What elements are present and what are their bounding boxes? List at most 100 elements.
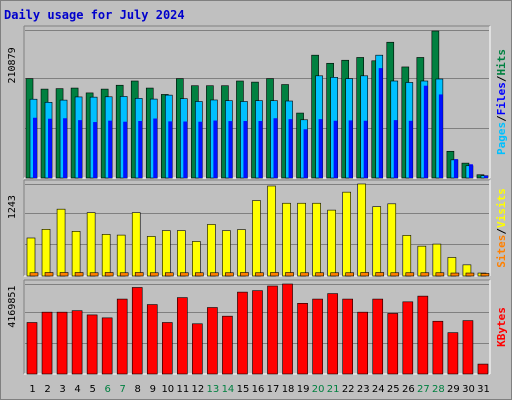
day-label-26: 26	[402, 384, 415, 395]
bar-files-day-19	[303, 129, 308, 178]
panel-1-max-label: 210879	[7, 47, 18, 83]
day-label-25: 25	[387, 384, 400, 395]
bar-kbytes-day-16	[252, 290, 263, 375]
bar-files-day-5	[93, 122, 98, 178]
bar-visits-day-27	[417, 245, 427, 277]
bar-sites-day-19	[300, 272, 309, 277]
bar-files-day-12	[198, 121, 203, 178]
bar-sites-day-11	[180, 272, 189, 277]
bar-sites-day-4	[74, 272, 84, 277]
bar-visits-day-23	[357, 183, 367, 277]
day-label-18: 18	[282, 384, 295, 395]
bar-sites-day-23	[360, 272, 370, 277]
bar-files-day-9	[153, 118, 158, 178]
bar-files-day-28	[438, 94, 443, 178]
panel-3-max-label: 4169851	[7, 286, 18, 328]
legend-hits: Hits	[495, 49, 508, 76]
bar-visits-day-28	[432, 243, 442, 277]
bar-kbytes-day-13	[207, 307, 218, 375]
day-label-29: 29	[447, 384, 460, 395]
bar-visits-day-16	[252, 200, 261, 277]
bar-sites-day-8	[134, 272, 144, 277]
bar-sites-day-31	[480, 273, 490, 277]
bar-visits-day-13	[207, 224, 216, 277]
bar-files-day-16	[258, 121, 263, 178]
bar-kbytes-day-22	[342, 298, 353, 375]
bar-sites-day-22	[345, 272, 354, 277]
bar-visits-day-17	[267, 185, 276, 277]
bar-visits-day-24	[372, 206, 382, 277]
day-label-20: 20	[312, 384, 325, 395]
bar-kbytes-day-30	[462, 320, 474, 375]
bar-files-day-20	[318, 119, 323, 178]
day-label-12: 12	[192, 384, 205, 395]
bar-kbytes-day-15	[237, 291, 248, 375]
bar-sites-day-30	[465, 272, 475, 277]
bar-kbytes-day-25	[387, 313, 399, 375]
legend-separator: /	[495, 115, 508, 122]
bar-kbytes-day-29	[447, 332, 459, 375]
day-label-17: 17	[267, 384, 280, 395]
bar-kbytes-day-26	[402, 301, 414, 375]
day-label-15: 15	[237, 384, 250, 395]
bar-sites-day-13	[210, 272, 219, 277]
bar-files-day-10	[168, 121, 173, 178]
bar-kbytes-day-18	[282, 283, 293, 375]
bar-visits-day-11	[177, 230, 186, 277]
day-label-2: 2	[44, 384, 50, 395]
bar-kbytes-day-21	[327, 293, 338, 375]
bar-kbytes-day-31	[477, 363, 489, 375]
bar-files-day-31	[483, 175, 488, 178]
bar-sites-day-25	[390, 272, 400, 277]
bar-files-day-2	[48, 118, 53, 178]
bar-files-day-17	[273, 118, 278, 178]
bar-sites-day-14	[225, 272, 234, 277]
bar-kbytes-day-11	[177, 297, 188, 375]
bar-sites-day-17	[270, 272, 279, 277]
bar-kbytes-day-2	[41, 311, 53, 375]
day-label-1: 1	[29, 384, 35, 395]
bar-visits-day-14	[222, 230, 231, 277]
bar-files-day-26	[408, 120, 413, 178]
day-label-11: 11	[176, 384, 189, 395]
bar-visits-day-2	[41, 228, 51, 277]
bar-sites-day-28	[435, 272, 445, 277]
bar-files-day-11	[183, 121, 188, 178]
day-label-13: 13	[207, 384, 220, 395]
bar-visits-day-7	[116, 234, 126, 277]
bar-files-day-14	[228, 121, 233, 178]
bar-files-day-27	[423, 85, 428, 178]
legend-separator: /	[495, 228, 508, 235]
day-label-6: 6	[104, 384, 110, 395]
day-label-9: 9	[150, 384, 156, 395]
bar-sites-day-5	[89, 272, 99, 277]
day-label-8: 8	[135, 384, 141, 395]
bar-kbytes-day-19	[297, 303, 308, 375]
bar-kbytes-day-9	[146, 304, 158, 375]
bar-visits-day-6	[101, 234, 111, 277]
bar-kbytes-day-7	[116, 298, 128, 375]
bar-visits-day-3	[56, 208, 66, 277]
bar-sites-day-10	[164, 272, 174, 277]
bar-sites-day-24	[375, 272, 385, 277]
chart-title: Daily usage for July 2024	[4, 8, 185, 22]
bar-files-day-13	[213, 120, 218, 178]
bar-visits-day-25	[387, 203, 397, 277]
bar-kbytes-day-24	[372, 298, 384, 375]
bar-files-day-15	[243, 121, 248, 178]
bar-files-day-24	[378, 68, 383, 178]
bar-files-day-4	[78, 120, 83, 178]
bar-sites-day-2	[44, 272, 54, 277]
bar-files-day-25	[393, 120, 398, 178]
bar-files-day-22	[348, 120, 353, 178]
bar-sites-day-12	[195, 272, 204, 277]
day-label-22: 22	[342, 384, 355, 395]
bar-kbytes-day-14	[222, 315, 233, 375]
bar-visits-day-19	[297, 202, 306, 277]
day-label-31: 31	[477, 384, 490, 395]
bar-visits-day-20	[312, 202, 321, 277]
bar-sites-day-27	[420, 272, 430, 277]
bar-kbytes-day-4	[71, 310, 83, 375]
bar-sites-day-26	[405, 272, 415, 277]
